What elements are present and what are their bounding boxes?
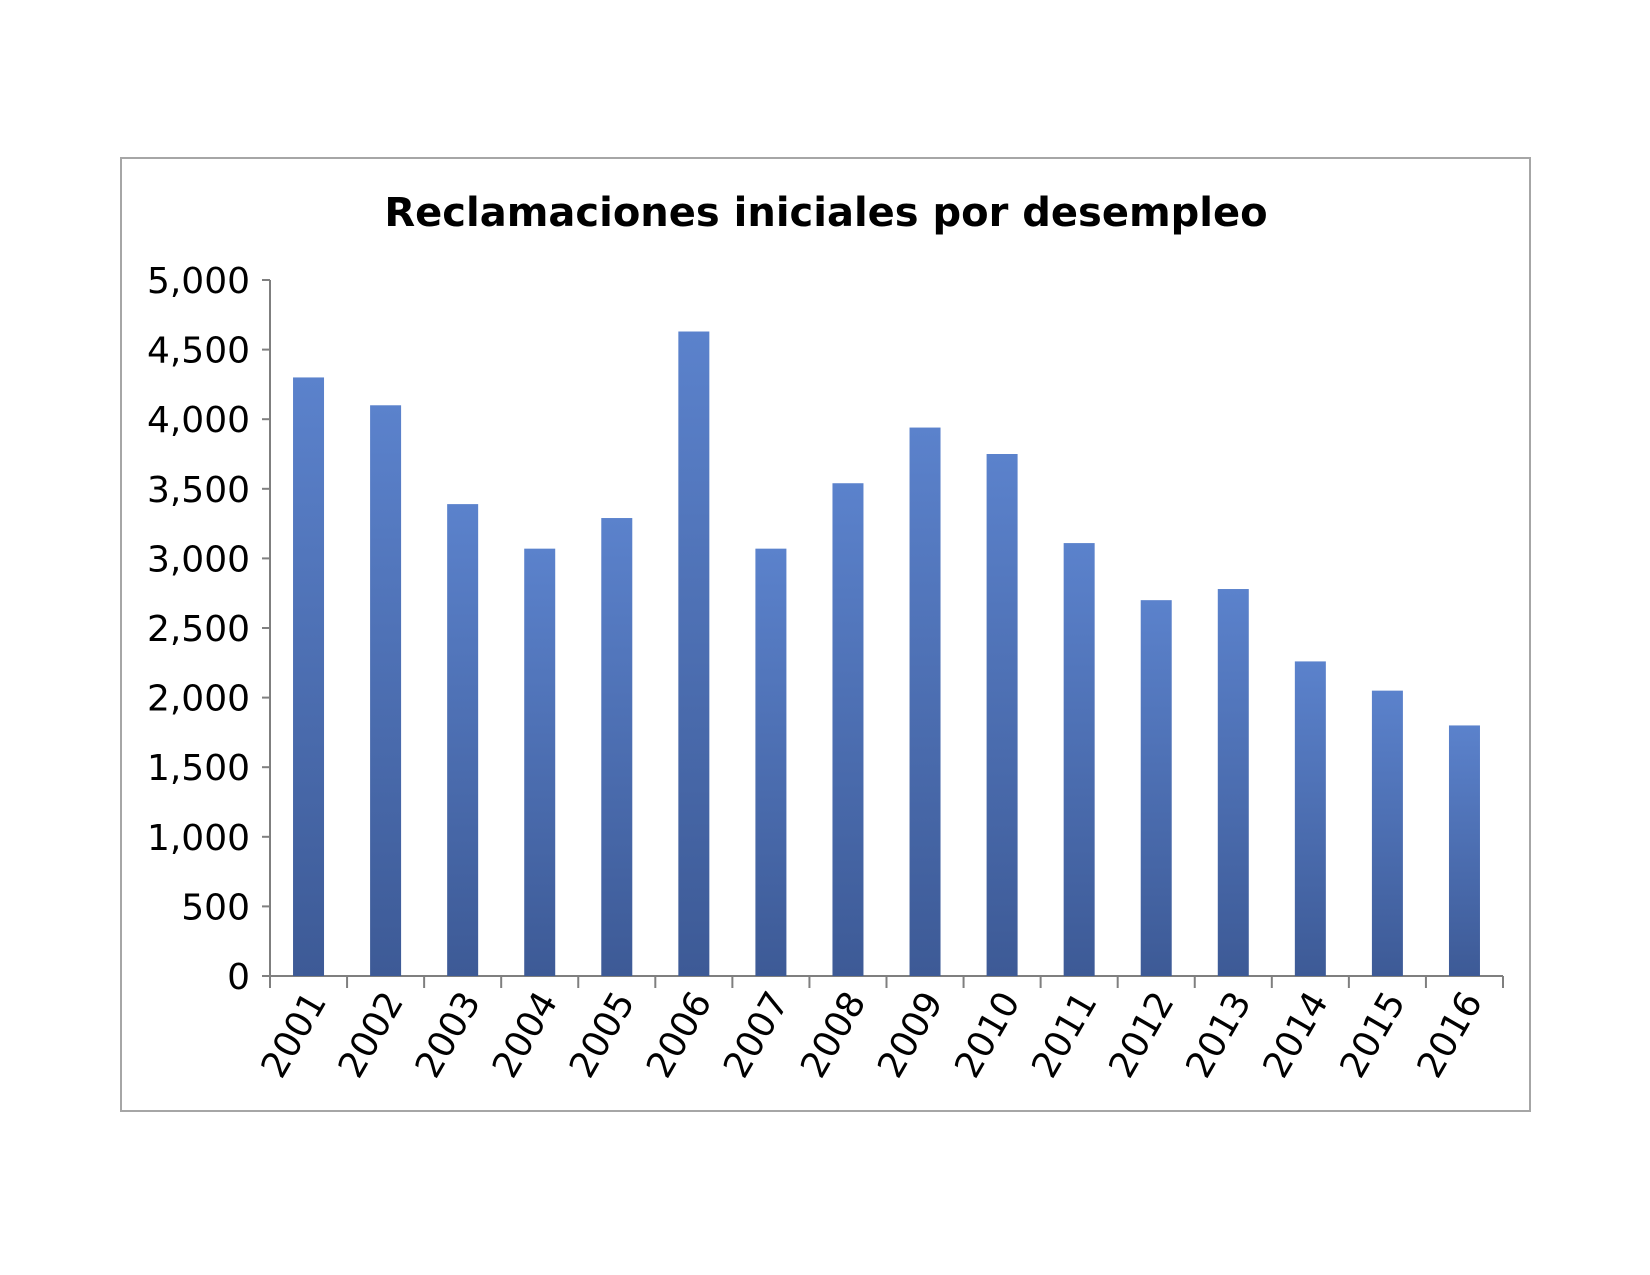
bar-2003 [447, 504, 479, 976]
x-tick-label: 2012 [1101, 985, 1182, 1085]
bar-2012 [1140, 600, 1172, 976]
x-tick-label: 2016 [1410, 985, 1491, 1085]
bar-2006 [678, 331, 710, 976]
bar-2014 [1294, 661, 1326, 976]
chart-title: Reclamaciones iniciales por desempleo [384, 190, 1267, 236]
x-tick-label: 2001 [254, 985, 335, 1085]
bars [293, 331, 1480, 976]
x-tick-label: 2004 [485, 985, 566, 1085]
y-axis: 0 500 1,000 1,500 2,000 2,500 3,000 3,500 4,000 4… [147, 261, 271, 998]
bar-2005 [601, 518, 633, 976]
x-tick-label: 2003 [408, 985, 489, 1085]
y-tick-label: 5,000 [147, 261, 250, 302]
bar-2001 [293, 377, 325, 976]
y-tick-label: 4,000 [147, 400, 250, 441]
x-axis: 2001200220032004200520062007200820092010… [254, 975, 1504, 1085]
y-tick-label: 3,000 [147, 539, 250, 580]
bar-2016 [1448, 725, 1480, 976]
y-tick-label: 1,000 [147, 818, 250, 859]
x-tick-label: 2005 [562, 985, 643, 1085]
x-tick-label: 2015 [1333, 985, 1414, 1085]
x-tick-label: 2010 [947, 985, 1028, 1085]
x-tick-label: 2014 [1255, 985, 1336, 1085]
bar-2011 [1063, 543, 1095, 976]
bar-2008 [832, 483, 864, 976]
bar-2015 [1371, 690, 1403, 976]
bar-2004 [524, 548, 556, 976]
x-tick-label: 2013 [1178, 985, 1259, 1085]
x-tick-label: 2007 [716, 985, 797, 1085]
y-tick-label: 0 [227, 957, 250, 998]
y-tick-label: 4,500 [147, 331, 250, 372]
y-tick-label: 1,500 [147, 748, 250, 789]
y-tick-label: 2,500 [147, 609, 250, 650]
y-tick-label: 3,500 [147, 470, 250, 511]
bar-2010 [986, 454, 1018, 976]
y-tick-label: 2,000 [147, 679, 250, 720]
x-tick-label: 2009 [870, 985, 951, 1085]
x-tick-label: 2011 [1024, 985, 1105, 1085]
bar-2009 [909, 427, 941, 976]
x-tick-label: 2008 [793, 985, 874, 1085]
y-tick-label: 500 [181, 887, 250, 928]
x-tick-label: 2002 [331, 985, 412, 1085]
x-tick-label: 2006 [639, 985, 720, 1085]
bar-2013 [1217, 589, 1249, 976]
bar-2002 [370, 405, 402, 976]
bar-2007 [755, 548, 787, 976]
